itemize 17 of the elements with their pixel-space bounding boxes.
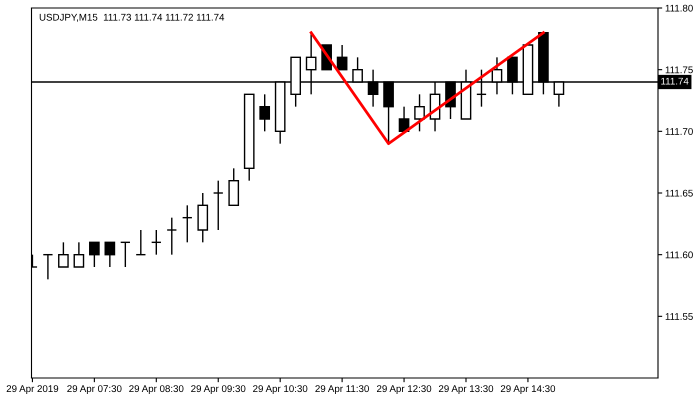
x-tick-label: 29 Apr 12:30 (376, 385, 432, 394)
x-tick-label: 29 Apr 2019 (6, 385, 58, 394)
x-tick-label: 29 Apr 14:30 (500, 385, 556, 394)
y-tick-label: 111.70 (666, 128, 693, 135)
x-tick-label: 29 Apr 08:30 (129, 385, 184, 394)
x-tick-label: 29 Apr 09:30 (191, 385, 246, 394)
y-tick-label: 111.65 (666, 190, 693, 197)
text: USDJPY,M15 111.73 111.74 111.72 111.74 (40, 14, 224, 22)
y-tick-label: 111.80 (666, 4, 693, 12)
y-tick-label: 111.75 (666, 66, 693, 74)
ref-line-label: 111.74 (661, 78, 689, 85)
y-tick-label: 111.55 (666, 313, 693, 320)
x-tick-label: 29 Apr 07:30 (67, 385, 122, 394)
x-tick-label: 29 Apr 10:30 (253, 385, 308, 394)
x-tick-label: 29 Apr 13:30 (438, 385, 494, 394)
x-tick-label: 29 Apr 11:30 (315, 385, 369, 394)
y-tick-label: 111.60 (666, 251, 693, 258)
